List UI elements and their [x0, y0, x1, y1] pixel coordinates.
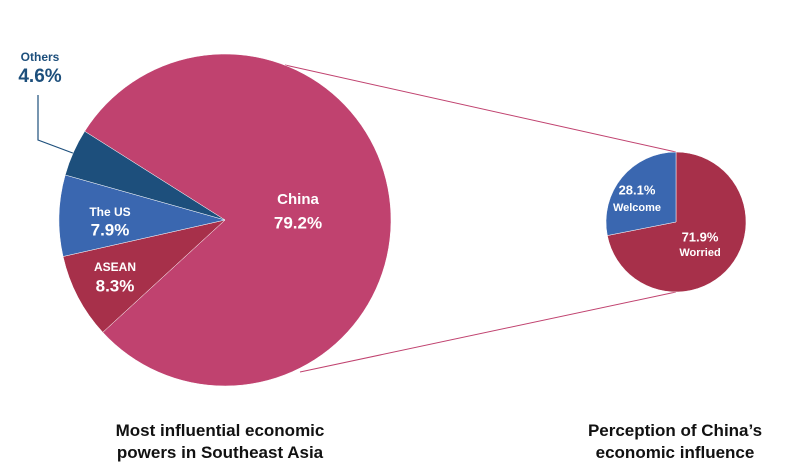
slice-label: Others [21, 50, 60, 64]
slice-label: Worried [679, 247, 720, 259]
slice-label: The US [89, 205, 130, 219]
pie-slice [64, 130, 226, 221]
pie-slice [84, 53, 392, 387]
slice-value-label: 7.9% [91, 220, 130, 239]
slice-value-label: 4.6% [18, 66, 61, 87]
chart-title: Perception of China’s economic influence [587, 421, 763, 462]
chart-title: Most influential economic powers in Sout… [115, 421, 325, 462]
slice-label: China [277, 191, 319, 208]
slice-value-label: 71.9% [682, 229, 719, 244]
slice-label: Welcome [613, 202, 661, 214]
leader-line [37, 95, 87, 159]
slice-value-label: 79.2% [274, 213, 322, 232]
pie-slice [605, 151, 677, 236]
slice-value-label: 8.3% [96, 276, 135, 295]
connector [284, 64, 677, 153]
slice-label: ASEAN [94, 260, 136, 274]
pie-slice [62, 219, 226, 333]
slice-value-label: 28.1% [619, 182, 656, 197]
pie-slice [607, 151, 747, 293]
connector [299, 291, 677, 373]
